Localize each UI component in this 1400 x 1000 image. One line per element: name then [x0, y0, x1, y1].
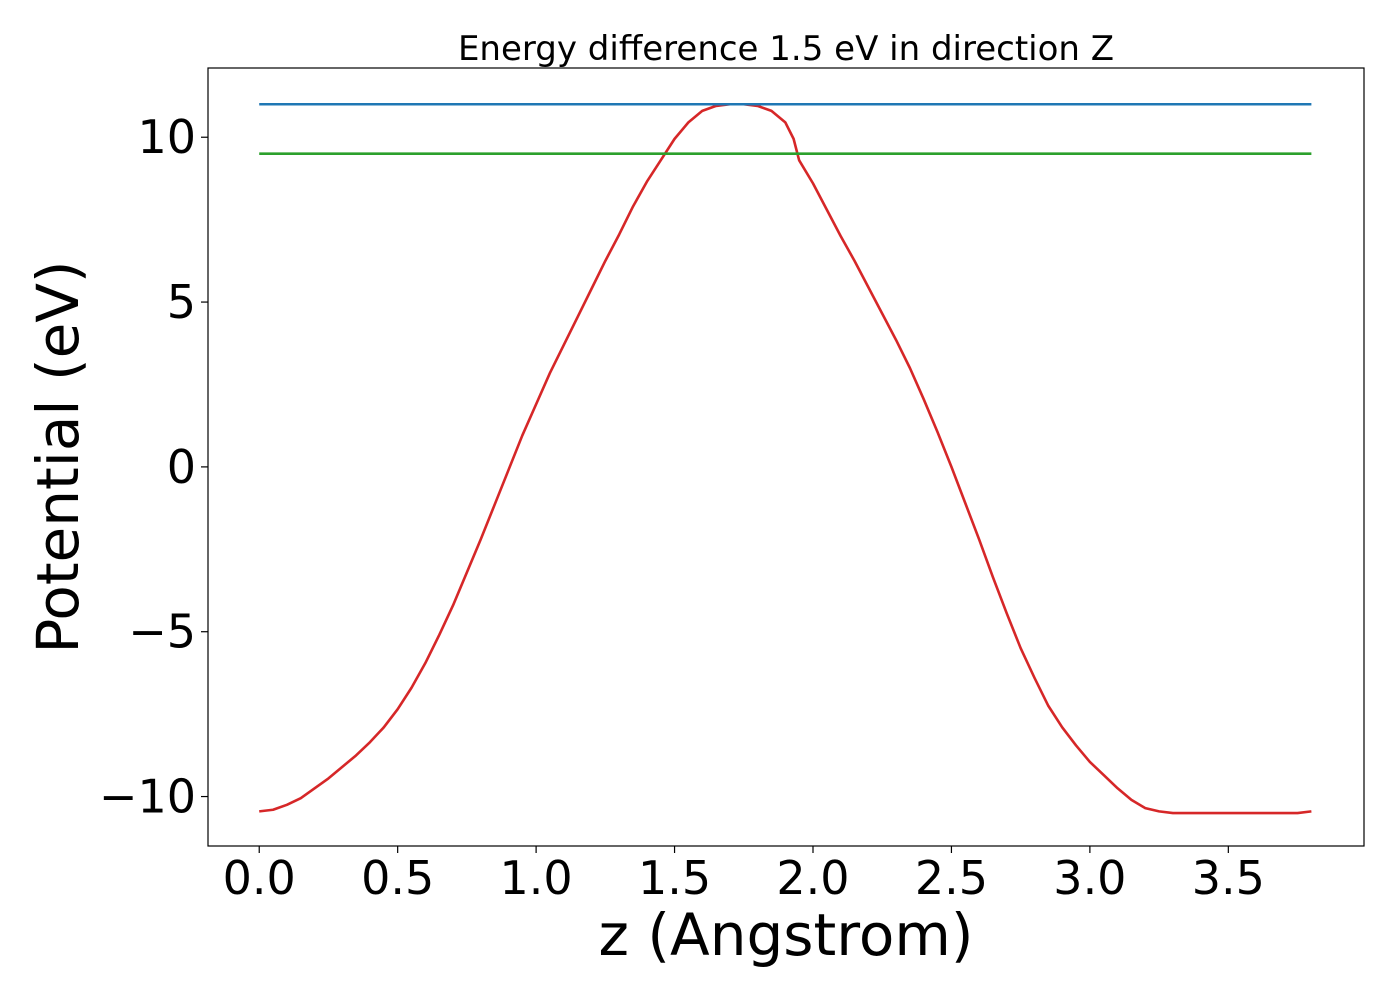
plot-frame: [207, 67, 1365, 847]
x-tick-label: 1.5: [638, 851, 711, 905]
y-tick-label: −10: [99, 770, 196, 824]
x-tick-label: 3.0: [1053, 851, 1126, 905]
x-tick-label: 2.5: [915, 851, 988, 905]
y-tick-label: −5: [128, 605, 196, 659]
y-tick-label: 0: [167, 440, 196, 494]
y-tick-label: 10: [137, 110, 196, 164]
y-axis-label: Potential (eV): [24, 260, 92, 653]
chart-title: Energy difference 1.5 eV in direction Z: [458, 29, 1114, 69]
x-tick-label: 0.5: [361, 851, 434, 905]
x-tick-label: 2.0: [776, 851, 849, 905]
series-line-0: [259, 102, 1312, 815]
x-tick-label: 1.0: [500, 851, 573, 905]
plot-area: 0.0 0.5 1.0 1.5 2.0 2.5 3.0 3.5 −10 −5 0 5 10: [99, 67, 1365, 905]
x-tick-label: 0.0: [223, 851, 296, 905]
x-axis-label: z (Angstrom): [599, 901, 974, 969]
y-tick-label: 5: [167, 275, 196, 329]
x-tick-label: 3.5: [1192, 851, 1265, 905]
